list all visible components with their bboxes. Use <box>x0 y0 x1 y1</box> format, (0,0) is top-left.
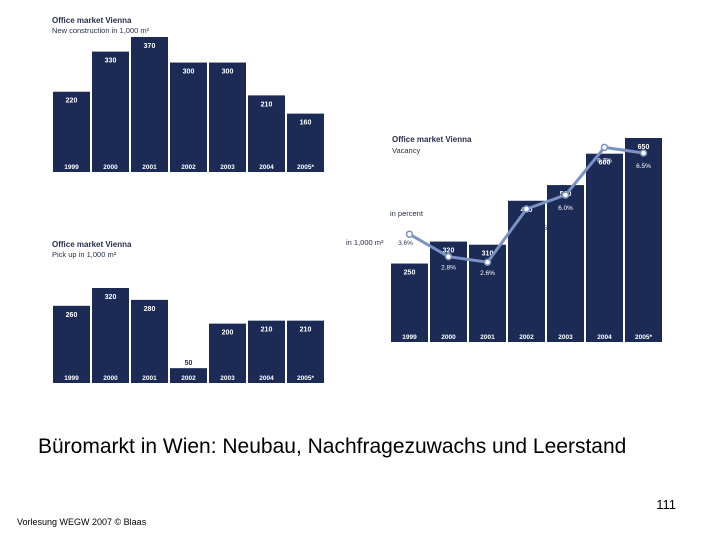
line-point <box>600 143 609 152</box>
bar-value-label: 210 <box>261 101 273 108</box>
bar-value-label: 200 <box>222 330 234 337</box>
chart-new-construction: Office market Vienna New construction in… <box>52 14 342 174</box>
x-tick-label: 2002 <box>519 334 534 341</box>
bar-value-label: 210 <box>300 327 312 334</box>
x-tick-label: 1999 <box>64 375 79 382</box>
bar-value-label: 330 <box>105 58 117 65</box>
line-point <box>522 205 531 213</box>
bar-value-label: 370 <box>144 43 156 50</box>
bar-value-label: 160 <box>300 120 312 127</box>
line-point <box>405 230 414 238</box>
page-number: 111 <box>656 497 676 512</box>
chart-vacancy: Office market Vienna Vacancy in percent … <box>346 126 696 346</box>
bar-value-label: 600 <box>599 160 611 167</box>
bar <box>248 320 285 383</box>
bar <box>170 368 207 383</box>
bar <box>586 153 623 342</box>
x-tick-label: 2004 <box>259 164 274 171</box>
bar-axis-label: in 1,000 m² <box>346 238 384 247</box>
bar <box>53 91 90 172</box>
x-tick-label: 2002 <box>181 164 196 171</box>
x-tick-label: 2003 <box>558 334 573 341</box>
bar <box>131 299 168 383</box>
x-tick-label: 2005* <box>297 375 314 382</box>
bar-value-label: 320 <box>443 248 455 255</box>
chart-title: Office market Vienna <box>52 16 132 25</box>
x-tick-label: 2004 <box>259 375 274 382</box>
bar <box>53 305 90 383</box>
footer-text: Vorlesung WEGW 2007 © Blaas <box>17 517 147 527</box>
bar <box>92 288 129 383</box>
bar <box>547 185 584 342</box>
bar <box>625 138 662 342</box>
line-value-label: 3.6% <box>398 240 413 247</box>
chart-title: Office market Vienna <box>52 240 132 249</box>
x-tick-label: 2000 <box>103 164 118 171</box>
line-value-label: 6.0% <box>558 205 573 212</box>
chart-pick-up: Office market Vienna Pick up in 1,000 m²… <box>52 238 342 388</box>
bar <box>209 323 246 383</box>
bar-value-label: 650 <box>638 144 650 151</box>
chart-subtitle: Pick up in 1,000 m² <box>52 250 117 259</box>
x-tick-label: 2001 <box>142 164 157 171</box>
x-tick-label: 2000 <box>441 334 456 341</box>
x-tick-label: 2001 <box>480 334 495 341</box>
x-tick-label: 1999 <box>402 334 417 341</box>
x-tick-label: 2001 <box>142 375 157 382</box>
bar-value-label: 280 <box>144 306 156 313</box>
bar-value-label: 310 <box>482 251 494 258</box>
bar <box>248 95 285 172</box>
slide-caption: Büromarkt in Wien: Neubau, Nachfragezuwa… <box>38 435 627 458</box>
chart-subtitle: Vacancy <box>392 146 420 155</box>
bar <box>508 200 545 342</box>
bar <box>92 51 129 173</box>
bar-value-label: 250 <box>404 270 416 277</box>
chart-title: Office market Vienna <box>392 135 472 144</box>
bar <box>287 113 324 172</box>
bar-value-label: 320 <box>105 294 117 301</box>
bar <box>287 320 324 383</box>
chart-pick-up-svg: Office market Vienna Pick up in 1,000 m²… <box>52 240 324 383</box>
x-tick-label: 2003 <box>220 375 235 382</box>
x-tick-label: 1999 <box>64 164 79 171</box>
x-tick-label: 2004 <box>597 334 612 341</box>
bar <box>170 62 207 172</box>
line-point <box>483 258 492 266</box>
x-tick-label: 2005* <box>297 164 314 171</box>
x-tick-label: 2003 <box>220 164 235 171</box>
bar <box>391 263 428 342</box>
line-value-label: 2.8% <box>441 265 456 272</box>
bar-value-label: 300 <box>183 69 195 76</box>
line-value-label: 6.5% <box>636 163 651 170</box>
bar <box>131 37 168 172</box>
bar-value-label: 260 <box>66 312 78 319</box>
line-value-label: 4.5% <box>538 225 553 232</box>
chart-subtitle: New construction in 1,000 m² <box>52 26 150 35</box>
x-tick-label: 2005* <box>635 334 652 341</box>
bar-value-label: 50 <box>185 360 193 367</box>
bar-value-label: 300 <box>222 69 234 76</box>
chart-new-construction-svg: Office market Vienna New construction in… <box>52 16 324 173</box>
line-point <box>444 252 453 261</box>
x-tick-label: 2000 <box>103 375 118 382</box>
bar <box>209 62 246 172</box>
x-tick-label: 2002 <box>181 375 196 382</box>
chart-vacancy-svg: Office market Vienna Vacancy in percent … <box>346 135 662 342</box>
line-axis-label: in percent <box>390 209 424 218</box>
line-value-label: 2.6% <box>480 270 495 277</box>
bar-value-label: 220 <box>66 98 78 105</box>
line-point <box>639 149 648 157</box>
bar-value-label: 210 <box>261 327 273 334</box>
line-value-label: 6.7% <box>597 157 612 164</box>
line-point <box>561 191 570 199</box>
